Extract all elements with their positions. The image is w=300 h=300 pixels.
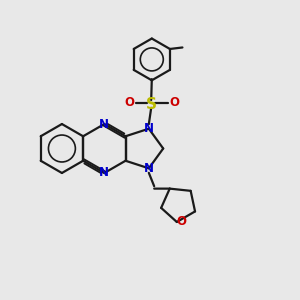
Text: O: O	[125, 96, 135, 109]
Text: N: N	[144, 122, 154, 135]
Text: N: N	[144, 162, 154, 176]
Text: O: O	[176, 215, 186, 228]
Text: N: N	[99, 167, 109, 179]
Text: S: S	[146, 97, 157, 112]
Text: N: N	[99, 118, 109, 130]
Text: O: O	[169, 96, 179, 109]
